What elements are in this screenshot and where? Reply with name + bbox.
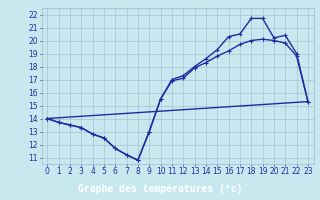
Text: Graphe des températures (°c): Graphe des températures (°c)	[78, 183, 242, 194]
